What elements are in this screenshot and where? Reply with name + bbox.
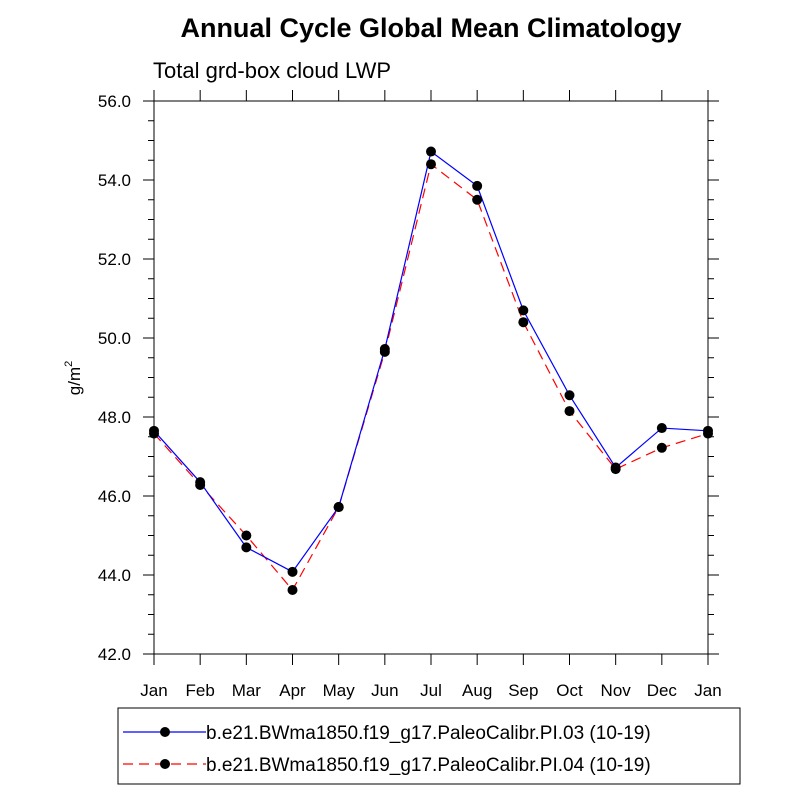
series-2-point: [195, 479, 206, 490]
legend-marker-1: [160, 727, 170, 737]
series-2-point: [241, 530, 252, 541]
series-1-point: [518, 305, 529, 316]
x-tick-label: Aug: [462, 681, 492, 700]
x-tick-label: Jun: [371, 681, 398, 700]
series-1-point: [656, 423, 667, 434]
series-line-2: [153, 163, 709, 592]
y-tick-label: 48.0: [98, 408, 131, 427]
x-tick-label: May: [323, 681, 356, 700]
series-2-point: [472, 194, 483, 205]
series-2-point: [703, 428, 713, 439]
series-1-point: [241, 542, 252, 553]
plot-area: 42.0 44.0 46.0 48.0 50.0 52.0 54.0 56.0 Jan Feb Ma…: [63, 90, 722, 700]
y-axis-label: g/m2: [63, 361, 84, 395]
y-tick-label: 44.0: [98, 566, 131, 585]
x-tick-label: Jan: [140, 681, 167, 700]
x-tick-label: Sep: [508, 681, 538, 700]
legend: b.e21.BWma1850.f19_g17.PaleoCalibr.PI.03…: [117, 707, 741, 785]
x-tick-label: Feb: [186, 681, 215, 700]
chart-title: Annual Cycle Global Mean Climatology: [180, 13, 681, 43]
x-tick-label: Mar: [232, 681, 262, 700]
series-2-point: [518, 317, 529, 328]
x-tick-label: Dec: [647, 681, 678, 700]
y-tick-label: 42.0: [98, 645, 131, 664]
x-tick-label: Oct: [556, 681, 583, 700]
series-2-point: [379, 346, 390, 357]
x-tick-label: Jan: [694, 681, 721, 700]
plot-frame: [153, 100, 709, 655]
series-2-point: [426, 159, 436, 170]
y-axis-label-superscript: 2: [63, 361, 75, 367]
series-2-point: [610, 464, 621, 475]
series-2-point: [333, 502, 344, 513]
legend-label-1: b.e21.BWma1850.f19_g17.PaleoCalibr.PI.03…: [206, 723, 651, 744]
y-tick-label: 54.0: [98, 171, 131, 190]
legend-marker-2: [160, 759, 170, 769]
series-2-point: [564, 406, 575, 417]
y-tick-label: 50.0: [98, 329, 131, 348]
series-line-1: [153, 150, 709, 573]
series-2-point: [149, 428, 159, 439]
legend-box: [117, 707, 741, 785]
series-1-point: [287, 566, 298, 577]
x-tick-label: Nov: [601, 681, 632, 700]
x-tick-label: Apr: [279, 681, 306, 700]
x-tick-label: Jul: [420, 681, 442, 700]
series-1-point: [564, 390, 575, 401]
legend-label-2: b.e21.BWma1850.f19_g17.PaleoCalibr.PI.04…: [206, 755, 651, 776]
series-2-point: [656, 442, 667, 453]
y-axis-label-text: g/m: [65, 367, 84, 395]
y-tick-label: 46.0: [98, 487, 131, 506]
y-tick-label: 56.0: [98, 92, 131, 111]
y-tick-label: 52.0: [98, 250, 131, 269]
series-1-point: [472, 180, 483, 191]
chart-subtitle: Total grd-box cloud LWP: [153, 58, 391, 83]
series-2-point: [287, 585, 298, 596]
series-1-point: [426, 146, 436, 157]
